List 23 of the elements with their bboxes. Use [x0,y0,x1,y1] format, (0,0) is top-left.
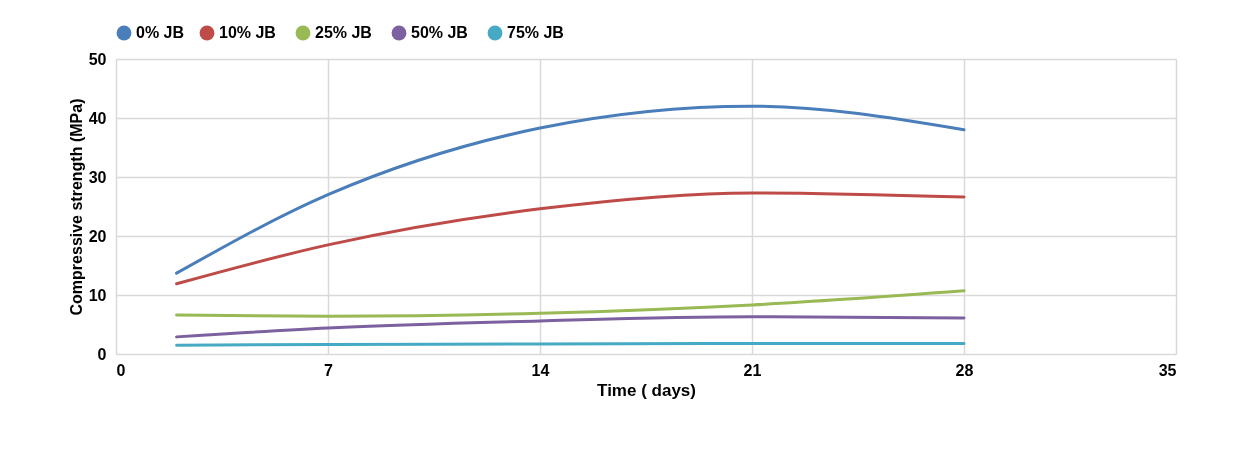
x-tick-label: 7 [324,361,334,379]
legend-label: 50% JB [411,24,468,41]
legend-label: 0% JB [136,24,185,41]
y-tick-label: 40 [88,109,107,127]
line-series [175,315,966,339]
x-tick-label: 21 [743,361,762,379]
line-series [175,104,966,275]
legend-label: 75% JB [507,24,564,41]
legend-label: 25% JB [315,24,372,41]
y-tick-label: 10 [88,286,107,304]
line-series [175,289,966,318]
legend-label: 10% JB [219,24,276,41]
x-tick-label: 0 [116,361,126,379]
y-tick-label: 20 [88,227,107,245]
y-axis-title: Compressive strength (MPa) [67,98,85,316]
x-axis-title: Time ( days) [597,380,696,400]
x-tick-label: 28 [955,361,974,379]
line-series [175,191,966,286]
y-tick-label: 30 [88,168,107,186]
x-tick-label: 14 [531,361,550,379]
x-tick-label: 35 [1158,361,1177,379]
y-tick-label: 0 [97,345,107,363]
y-tick-label: 50 [88,50,107,68]
